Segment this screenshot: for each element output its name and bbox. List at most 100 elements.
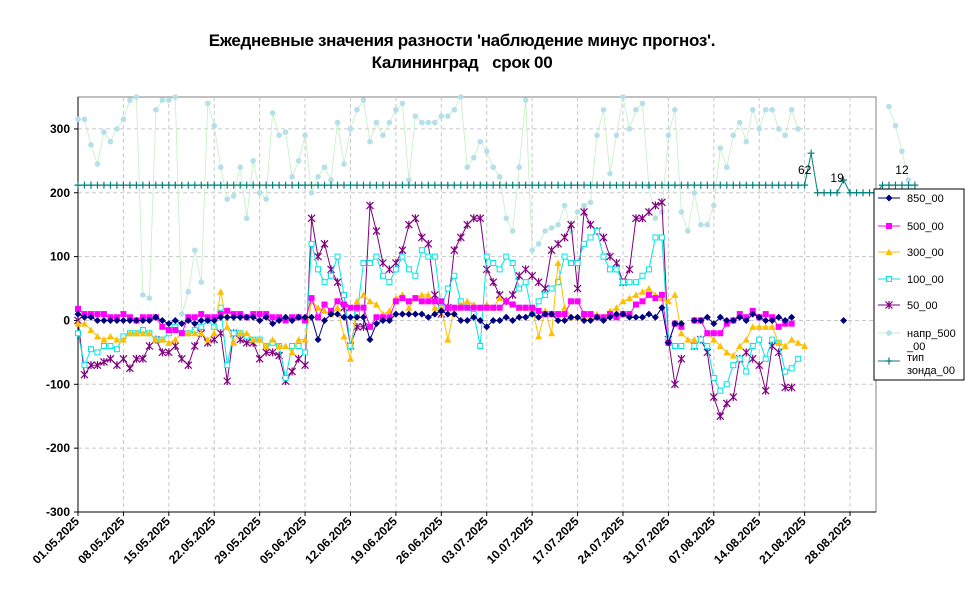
data-point	[638, 288, 646, 295]
data-point	[658, 181, 666, 189]
x-tick-label: 17.07.2025	[529, 514, 582, 567]
data-point	[418, 310, 426, 318]
data-point	[87, 346, 94, 353]
data-point	[249, 313, 257, 321]
data-point	[425, 119, 432, 126]
data-point	[197, 329, 205, 337]
data-point	[106, 316, 114, 324]
data-point	[677, 354, 686, 363]
data-point	[755, 323, 763, 330]
data-point	[166, 97, 172, 103]
data-point	[470, 181, 478, 189]
data-point	[697, 336, 704, 343]
data-point	[574, 313, 582, 321]
data-point	[587, 234, 594, 241]
data-point	[172, 94, 179, 100]
data-point	[742, 181, 750, 189]
data-point	[191, 247, 198, 254]
data-point	[399, 253, 406, 260]
data-point	[464, 304, 471, 311]
data-point	[587, 181, 595, 189]
data-point	[547, 246, 556, 255]
data-point	[905, 177, 912, 183]
data-point	[223, 323, 231, 330]
data-point	[613, 266, 620, 273]
data-point	[158, 348, 167, 357]
data-point	[411, 181, 419, 189]
data-point	[762, 323, 770, 330]
data-point	[445, 113, 451, 119]
data-point	[911, 181, 919, 189]
data-point	[341, 161, 347, 167]
data-point	[612, 310, 620, 318]
data-point	[159, 323, 166, 330]
legend-label: 300_00	[907, 247, 944, 259]
data-point	[217, 313, 225, 321]
data-point	[217, 164, 224, 171]
data-point	[366, 201, 374, 210]
data-point	[107, 343, 114, 349]
data-point	[210, 329, 218, 337]
data-point	[788, 181, 796, 189]
legend-box	[873, 188, 965, 381]
data-point	[255, 354, 264, 363]
data-point	[593, 313, 601, 321]
legend-item: 300_00	[878, 247, 944, 259]
data-point	[385, 265, 394, 274]
data-point	[697, 316, 705, 324]
data-point	[405, 181, 413, 189]
data-point	[555, 311, 562, 318]
data-point	[483, 304, 490, 311]
legend-marker	[885, 301, 893, 309]
data-point	[379, 259, 387, 267]
data-point	[567, 313, 575, 321]
data-point	[333, 278, 342, 287]
data-point	[301, 361, 309, 370]
series-50_00	[74, 198, 906, 421]
data-point	[509, 181, 517, 189]
data-point	[541, 310, 549, 318]
data-point	[106, 354, 115, 363]
data-point	[165, 327, 172, 334]
data-point	[450, 181, 458, 189]
data-point	[75, 116, 81, 123]
data-point	[275, 181, 283, 189]
data-point	[87, 326, 95, 334]
legend-marker	[886, 330, 892, 336]
data-point	[438, 113, 445, 119]
data-point	[321, 164, 328, 171]
data-point	[88, 142, 94, 148]
data-point	[262, 181, 270, 189]
data-point	[827, 189, 835, 197]
data-point	[204, 100, 211, 107]
plot-area	[74, 94, 919, 421]
data-point	[302, 349, 309, 356]
data-point	[586, 220, 595, 229]
data-point	[158, 336, 166, 343]
data-point	[580, 207, 588, 216]
data-point	[619, 297, 627, 305]
data-point	[678, 343, 685, 349]
data-point	[165, 320, 173, 328]
data-point	[359, 291, 367, 298]
data-point	[217, 288, 225, 295]
data-point	[522, 181, 530, 189]
data-point	[769, 336, 776, 343]
data-label: 12	[895, 163, 909, 177]
data-point	[482, 265, 491, 274]
data-point	[625, 313, 633, 321]
data-point	[788, 106, 795, 113]
data-point	[457, 304, 464, 311]
data-point	[87, 181, 95, 189]
data-point	[639, 272, 646, 279]
data-point	[522, 97, 529, 103]
data-point	[171, 181, 179, 189]
data-point	[632, 279, 639, 286]
data-point	[457, 94, 464, 100]
data-point	[398, 181, 406, 189]
data-point	[295, 181, 303, 189]
data-point	[217, 304, 224, 311]
data-point	[140, 292, 146, 298]
data-point	[230, 181, 238, 189]
